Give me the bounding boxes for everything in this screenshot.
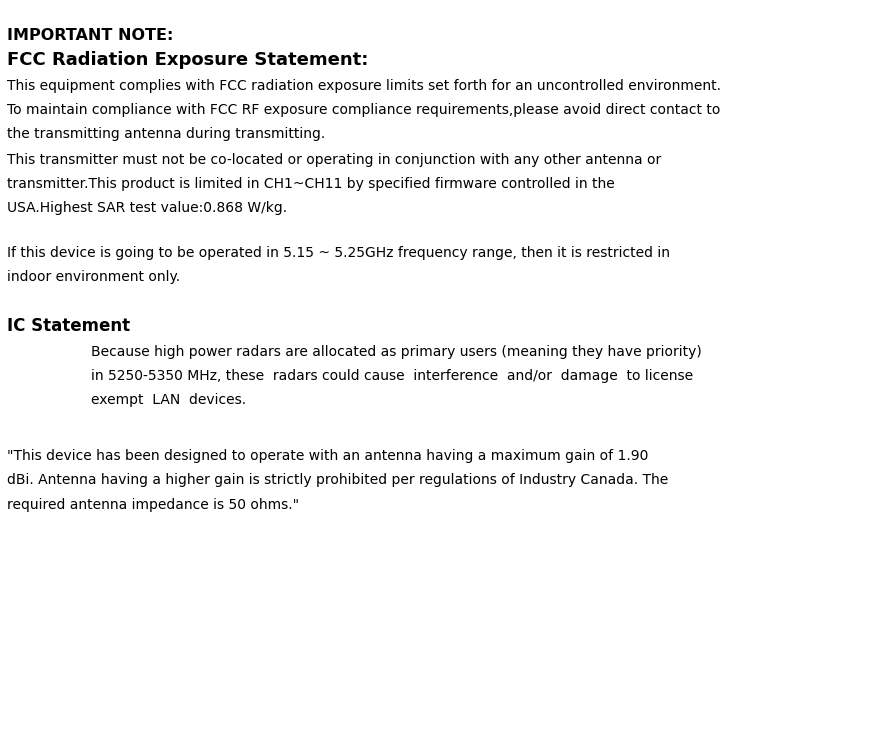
Text: USA.Highest SAR test value:0.868 W/kg.: USA.Highest SAR test value:0.868 W/kg. xyxy=(7,201,287,215)
Text: This transmitter must not be co-located or operating in conjunction with any oth: This transmitter must not be co-located … xyxy=(7,153,660,167)
Text: the transmitting antenna during transmitting.: the transmitting antenna during transmit… xyxy=(7,127,325,141)
Text: Because high power radars are allocated as primary users (meaning they have prio: Because high power radars are allocated … xyxy=(91,345,701,359)
Text: in 5250-5350 MHz, these  radars could cause  interference  and/or  damage  to li: in 5250-5350 MHz, these radars could cau… xyxy=(91,369,693,383)
Text: IMPORTANT NOTE:: IMPORTANT NOTE: xyxy=(7,28,173,43)
Text: dBi. Antenna having a higher gain is strictly prohibited per regulations of Indu: dBi. Antenna having a higher gain is str… xyxy=(7,473,667,487)
Text: required antenna impedance is 50 ohms.": required antenna impedance is 50 ohms." xyxy=(7,498,299,512)
Text: FCC Radiation Exposure Statement:: FCC Radiation Exposure Statement: xyxy=(7,51,368,70)
Text: IC Statement: IC Statement xyxy=(7,317,130,335)
Text: exempt  LAN  devices.: exempt LAN devices. xyxy=(91,393,246,407)
Text: "This device has been designed to operate with an antenna having a maximum gain : "This device has been designed to operat… xyxy=(7,449,647,463)
Text: indoor environment only.: indoor environment only. xyxy=(7,270,180,284)
Text: If this device is going to be operated in 5.15 ~ 5.25GHz frequency range, then i: If this device is going to be operated i… xyxy=(7,246,669,260)
Text: To maintain compliance with FCC RF exposure compliance requirements,please avoid: To maintain compliance with FCC RF expos… xyxy=(7,103,720,117)
Text: transmitter.This product is limited in CH1~CH11 by specified firmware controlled: transmitter.This product is limited in C… xyxy=(7,177,614,191)
Text: This equipment complies with FCC radiation exposure limits set forth for an unco: This equipment complies with FCC radiati… xyxy=(7,79,720,92)
